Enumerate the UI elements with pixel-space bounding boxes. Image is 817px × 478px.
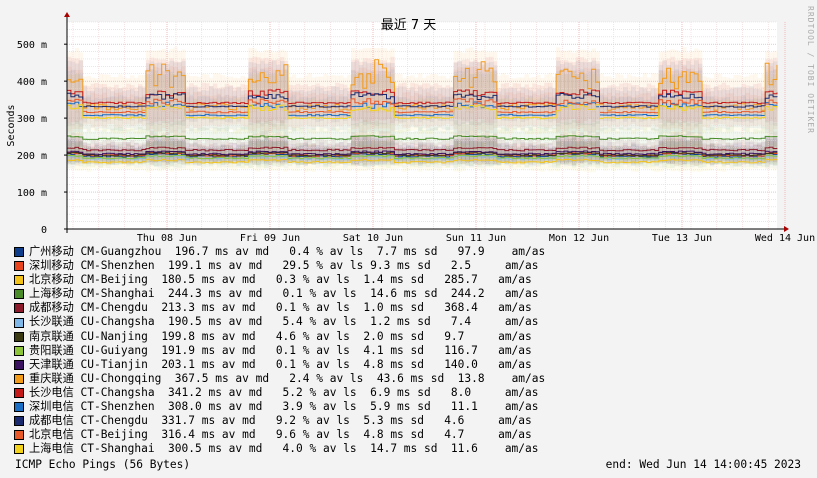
legend-row: 重庆联通 CU-Chongqing 367.5 ms av md 2.4 % a…: [14, 372, 545, 386]
legend-series-name: 贵阳联通 CU-Guiyang: [29, 343, 162, 357]
legend-swatch: [14, 387, 24, 398]
rrdtool-watermark: RRDTOOL / TOBI OETIKER: [806, 6, 815, 134]
legend-row: 南京联通 CU-Nanjing 199.8 ms av md 4.6 % av …: [14, 330, 545, 344]
x-tick-label: Mon 12 Jun: [549, 233, 609, 244]
legend-series-name: 南京联通 CU-Nanjing: [29, 329, 162, 343]
legend-row: 天津联通 CU-Tianjin 203.1 ms av md 0.1 % av …: [14, 358, 545, 372]
legend-series-stats: 331.7 ms av md 9.2 % av ls 5.3 ms sd 4.6…: [161, 414, 532, 428]
y-tick-label: 300 m: [17, 114, 47, 125]
legend-row: 北京电信 CT-Beijing 316.4 ms av md 9.6 % av …: [14, 428, 545, 442]
legend-series-stats: 190.5 ms av md 5.4 % av ls 1.2 ms sd 7.4…: [168, 315, 539, 329]
legend-swatch: [14, 303, 24, 314]
legend-swatch: [14, 275, 24, 286]
legend-swatch: [14, 359, 24, 370]
legend-row: 上海电信 CT-Shanghai 300.5 ms av md 4.0 % av…: [14, 442, 545, 456]
chart-title: 最近 7 天: [380, 18, 437, 33]
legend-series-stats: 316.4 ms av md 9.6 % av ls 4.8 ms sd 4.7…: [161, 428, 532, 442]
legend-row: 广州移动 CM-Guangzhou 196.7 ms av md 0.4 % a…: [14, 245, 545, 259]
legend-series-stats: 341.2 ms av md 5.2 % av ls 6.9 ms sd 8.0…: [168, 385, 539, 399]
y-axis-label: Seconds: [6, 104, 17, 146]
legend-series-name: 长沙联通 CU-Changsha: [29, 315, 169, 329]
legend-series-stats: 213.3 ms av md 0.1 % av ls 1.0 ms sd 368…: [161, 301, 532, 315]
legend-swatch: [14, 261, 24, 272]
footer-end-time: end: Wed Jun 14 14:00:45 2023: [605, 458, 801, 471]
legend-swatch: [14, 247, 24, 258]
legend-series-stats: 308.0 ms av md 3.9 % av ls 5.9 ms sd 11.…: [168, 400, 539, 414]
legend-series-stats: 199.1 ms av md 29.5 % av ls 9.3 ms sd 2.…: [168, 259, 539, 273]
series-line-8: [67, 150, 778, 156]
legend-series-stats: 199.8 ms av md 4.6 % av ls 2.0 ms sd 9.7…: [161, 329, 532, 343]
legend-row: 长沙联通 CU-Changsha 190.5 ms av md 5.4 % av…: [14, 315, 545, 329]
legend-series-stats: 300.5 ms av md 4.0 % av ls 14.7 ms sd 11…: [168, 442, 539, 456]
legend-series-name: 天津联通 CU-Tianjin: [29, 357, 162, 371]
x-tick-label: Sun 11 Jun: [446, 233, 506, 244]
legend-swatch: [14, 317, 24, 328]
legend-row: 成都移动 CM-Chengdu 213.3 ms av md 0.1 % av …: [14, 301, 545, 315]
legend-row: 贵阳联通 CU-Guiyang 191.9 ms av md 0.1 % av …: [14, 344, 545, 358]
y-axis-arrow: [64, 12, 70, 17]
y-tick-label: 200 m: [17, 151, 47, 162]
legend-series-name: 深圳电信 CT-Shenzhen: [29, 400, 169, 414]
series-line-14: [67, 104, 778, 120]
legend-series-stats: 180.5 ms av md 0.3 % av ls 1.4 ms sd 285…: [161, 273, 532, 287]
legend-series-stats: 244.3 ms av md 0.1 % av ls 14.6 ms sd 24…: [168, 287, 539, 301]
y-tick-label: 0: [41, 225, 47, 236]
legend-series-name: 上海移动 CM-Shanghai: [29, 287, 169, 301]
legend-swatch: [14, 289, 24, 300]
legend-series-name: 上海电信 CT-Shanghai: [29, 442, 169, 456]
legend-swatch: [14, 373, 24, 384]
legend-row: 深圳电信 CT-Shenzhen 308.0 ms av md 3.9 % av…: [14, 400, 545, 414]
series-line-10: [67, 88, 778, 105]
legend-swatch: [14, 402, 24, 413]
series-line-2: [67, 158, 778, 164]
tick-labels: 0 100 m 200 m 300 m 400 m 500 m Seconds Thu 08 …: [6, 40, 815, 244]
legend-swatch: [14, 416, 24, 427]
legend-swatch: [14, 345, 24, 356]
x-tick-label: Thu 08 Jun: [137, 233, 197, 244]
grid-lines: [67, 21, 786, 229]
axes: [64, 12, 789, 233]
x-tick-label: Tue 13 Jun: [652, 233, 712, 244]
legend-row: 上海移动 CM-Shanghai 244.3 ms av md 0.1 % av…: [14, 287, 545, 301]
legend-series-stats: 367.5 ms av md 2.4 % av ls 43.6 ms sd 13…: [174, 371, 546, 385]
legend-series-name: 重庆联通 CU-Chongqing: [29, 371, 175, 385]
x-axis-arrow: [784, 226, 789, 232]
legend-series-name: 成都电信 CT-Chengdu: [29, 414, 162, 428]
x-tick-label: Wed 14 Jun: [755, 233, 815, 244]
x-tick-label: Sat 10 Jun: [343, 233, 403, 244]
legend-series-name: 深圳移动 CM-Shenzhen: [29, 259, 169, 273]
legend-row: 北京移动 CM-Beijing 180.5 ms av md 0.3 % av …: [14, 273, 545, 287]
y-tick-label: 500 m: [17, 40, 47, 51]
y-tick-label: 400 m: [17, 77, 47, 88]
x-tick-label: Fri 09 Jun: [240, 233, 300, 244]
footer-description: ICMP Echo Pings (56 Bytes): [15, 458, 191, 471]
legend-series-name: 长沙电信 CT-Changsha: [29, 385, 169, 399]
series-lines: [67, 59, 778, 164]
legend-series-stats: 196.7 ms av md 0.4 % av ls 7.7 ms sd 97.…: [174, 245, 546, 258]
series-line-13: [67, 98, 778, 114]
legend-series-stats: 191.9 ms av md 0.1 % av ls 4.1 ms sd 116…: [161, 343, 532, 357]
series-line-3: [67, 135, 778, 140]
legend-series-name: 广州移动 CM-Guangzhou: [29, 245, 175, 258]
legend-swatch: [14, 444, 24, 455]
legend: 广州移动 CM-Guangzhou 196.7 ms av md 0.4 % a…: [14, 245, 545, 456]
legend-series-name: 成都移动 CM-Chengdu: [29, 301, 162, 315]
legend-swatch: [14, 430, 24, 441]
legend-series-stats: 203.1 ms av md 0.1 % av ls 4.8 ms sd 140…: [161, 357, 532, 371]
legend-swatch: [14, 331, 24, 342]
y-tick-label: 100 m: [17, 188, 47, 199]
legend-series-name: 北京移动 CM-Beijing: [29, 273, 162, 287]
legend-row: 长沙电信 CT-Changsha 341.2 ms av md 5.2 % av…: [14, 386, 545, 400]
series-line-4: [67, 146, 778, 152]
series-line-7: [67, 154, 778, 160]
legend-row: 成都电信 CT-Chengdu 331.7 ms av md 9.2 % av …: [14, 414, 545, 428]
series-line-12: [67, 92, 778, 108]
legend-series-name: 北京电信 CT-Beijing: [29, 428, 162, 442]
legend-row: 深圳移动 CM-Shenzhen 199.1 ms av md 29.5 % a…: [14, 259, 545, 273]
